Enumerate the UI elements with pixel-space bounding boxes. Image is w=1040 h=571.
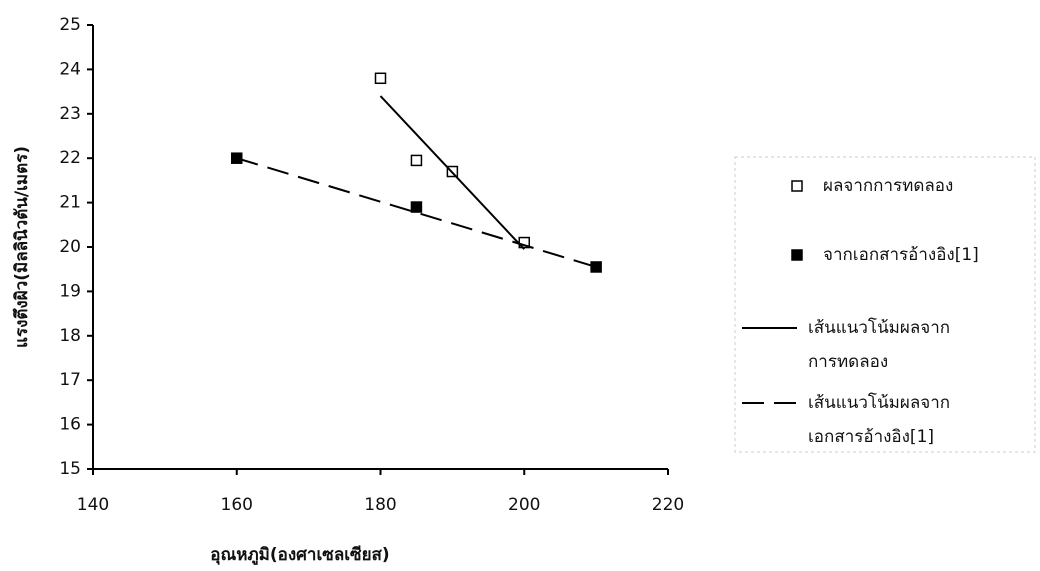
x-tick-label: 160	[221, 495, 253, 515]
marker	[590, 261, 602, 273]
x-tick-label: 140	[77, 495, 109, 515]
legend-label: เอกสารอ้างอิง[1]	[808, 427, 934, 447]
y-tick-label: 20	[59, 237, 81, 257]
legend-box	[734, 156, 1036, 453]
y-tick-label: 22	[59, 148, 81, 168]
legend-label: เส้นแนวโน้มผลจาก	[808, 317, 950, 338]
y-tick-label: 17	[59, 370, 81, 390]
marker	[791, 249, 803, 261]
legend-label: การทดลอง	[808, 352, 888, 372]
y-tick-label: 21	[59, 193, 81, 213]
marker	[410, 201, 423, 213]
legend-label: จากเอกสารอ้างอิง[1]	[823, 245, 979, 265]
y-tick-label: 16	[59, 415, 81, 435]
x-tick-label: 200	[508, 495, 540, 515]
marker	[791, 180, 803, 192]
trend-line	[379, 95, 525, 250]
legend-label: เส้นแนวโน้มผลจาก	[808, 392, 950, 413]
x-tick-label: 180	[364, 495, 396, 515]
x-tick-label: 220	[652, 495, 684, 515]
y-tick-label: 24	[59, 59, 81, 79]
y-axis-title: แรงตึงผิว(มิลลินิวตัน/เมตร)	[12, 146, 32, 348]
legend-label: ผลจากการทดลอง	[823, 176, 953, 196]
marker	[410, 154, 423, 167]
y-tick-label: 23	[59, 104, 81, 124]
y-tick-label: 15	[59, 459, 81, 479]
y-tick-label: 19	[59, 281, 81, 301]
y-tick-label: 25	[59, 15, 81, 35]
marker	[374, 72, 387, 85]
x-axis-title: อุณหภูมิ(องศาเซลเซียส)	[210, 544, 389, 566]
y-tick-label: 18	[59, 326, 81, 346]
